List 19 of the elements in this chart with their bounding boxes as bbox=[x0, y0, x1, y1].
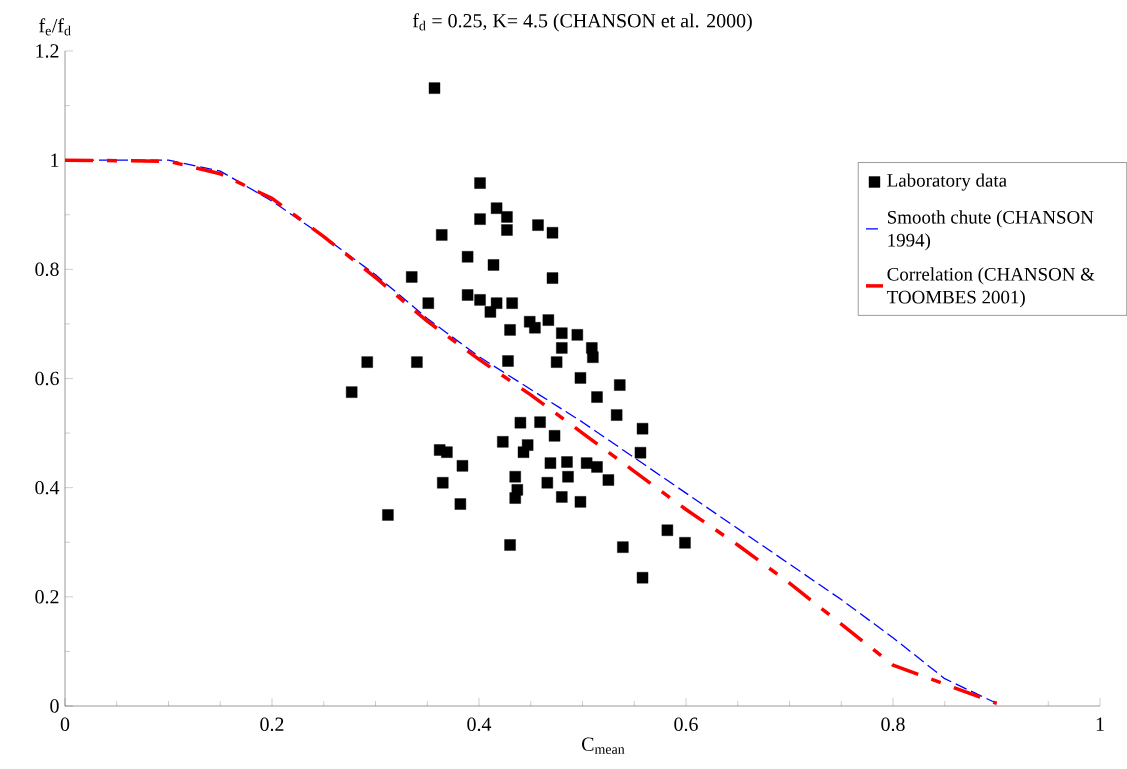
legend-label: Smooth chute (CHANSON 1994) bbox=[887, 210, 1094, 251]
y-tick-label: 0 bbox=[50, 699, 59, 713]
legend-label: Correlation (CHANSON & TOOMBES 2001) bbox=[887, 267, 1095, 308]
legend-label: Laboratory data bbox=[887, 173, 1007, 191]
x-tick-label: 0.8 bbox=[881, 717, 905, 732]
x-tick-label: 1 bbox=[1096, 717, 1104, 731]
x-tick-label: 0 bbox=[60, 717, 70, 731]
y-tick-label: 0.4 bbox=[35, 480, 60, 495]
y-tick-label: 0.8 bbox=[35, 262, 59, 277]
y-tick-label: 0.6 bbox=[35, 371, 59, 386]
x-tick-label: 0.2 bbox=[260, 717, 284, 732]
y-tick-label: 1.2 bbox=[36, 44, 59, 58]
chart-title: f$_{d}$ = 0.25, K= 4.5 (CHANSON et al. 2000) bbox=[412, 13, 752, 32]
y-tick-label: 0.2 bbox=[35, 590, 59, 604]
x-tick-label: 0.4 bbox=[467, 717, 492, 732]
x-axis-title: C$_{mean}$ bbox=[582, 737, 625, 754]
x-tick-label: 0.6 bbox=[674, 717, 698, 732]
y-tick-label: 1 bbox=[51, 153, 59, 167]
y-axis-title: f$_{e}$/f$_{d}$ bbox=[39, 18, 71, 36]
